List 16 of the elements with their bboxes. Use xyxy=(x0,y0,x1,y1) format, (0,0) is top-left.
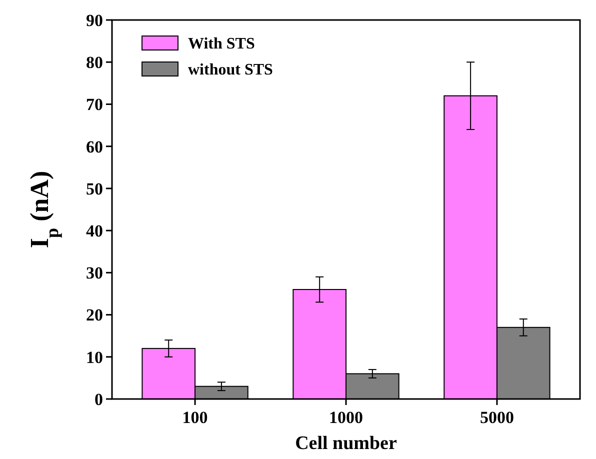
x-tick-label: 5000 xyxy=(480,408,514,427)
y-tick-label: 0 xyxy=(94,390,103,409)
y-tick-label: 30 xyxy=(86,264,103,283)
x-tick-label: 1000 xyxy=(329,408,363,427)
legend-label: without STS xyxy=(188,62,274,79)
y-tick-label: 20 xyxy=(86,306,103,325)
legend-label: With STS xyxy=(188,36,255,53)
y-tick-label: 40 xyxy=(86,222,103,241)
y-tick-label: 50 xyxy=(86,179,103,198)
y-tick-label: 70 xyxy=(86,95,103,114)
y-tick-label: 80 xyxy=(86,53,103,72)
y-tick-label: 90 xyxy=(86,10,103,30)
y-tick-label: 60 xyxy=(86,137,103,156)
x-axis-title: Cell number xyxy=(295,433,398,454)
x-tick-label: 100 xyxy=(182,408,208,427)
y-tick-label: 10 xyxy=(86,348,103,367)
